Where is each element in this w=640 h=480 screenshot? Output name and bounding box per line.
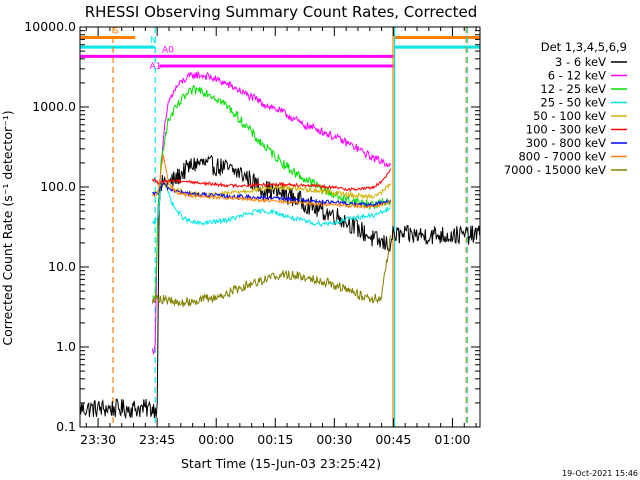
flag-dot [360,54,364,58]
series-line [151,70,392,356]
legend-entry: 800 - 7000 keV [518,150,606,164]
x-tick-label: 23:45 [139,432,175,447]
x-tick-label: 00:15 [257,432,293,447]
flag-label: A0 [162,45,174,55]
y-tick-label: 10000.0 [24,19,76,34]
date-stamp: 19-Oct-2021 15:46 [562,469,638,478]
x-tick-label: 23:30 [80,432,116,447]
x-tick-label: 00:30 [316,432,352,447]
flag-dot [380,54,384,58]
x-axis-label: Start Time (15-Jun-03 23:25:42) [181,456,381,471]
axis-ticks: 0.1 1.0 10.0 100.0 1000.0 10000.0 23:30 23:45 00… [24,19,480,447]
x-tick-label: 01:00 [434,432,470,447]
legend-entry: 25 - 50 keV [540,96,606,110]
plot-frame [79,26,481,428]
y-tick-label: 1.0 [56,339,76,354]
y-axis-label: Corrected Count Rate (s⁻¹ detector⁻¹) [0,110,15,345]
x-tick-label: 00:00 [198,432,234,447]
y-tick-label: 1000.0 [32,99,76,114]
series-layer [79,70,481,420]
legend-entry: 300 - 800 keV [526,136,606,150]
x-tick-label: 00:45 [375,432,411,447]
legend-entry: 3 - 6 keV [555,55,606,69]
flag-dot [309,54,313,58]
series-line [151,168,392,192]
series-line [79,155,481,420]
chart-title: RHESSI Observing Summary Count Rates, Co… [85,3,478,21]
legend-entry: 12 - 25 keV [540,82,606,96]
series-line [151,181,391,228]
legend-entry: 50 - 100 keV [533,109,606,123]
observing-flags: SNA0A1 [80,26,480,72]
flag-dot [285,54,289,58]
series-line [151,181,392,201]
y-tick-label: 0.1 [56,419,76,434]
flag-label: N [150,36,157,46]
legend-entry: 7000 - 15000 keV [504,163,606,177]
legend-entry: 100 - 300 keV [526,123,606,137]
legend-title: Det 1,3,4,5,6,9 [541,40,627,54]
y-tick-label: 10.0 [48,259,76,274]
flag-dot [324,54,328,58]
flag-label: S [113,26,119,36]
series-line [151,235,392,307]
series-line [152,154,392,210]
legend-entry: 6 - 12 keV [548,69,606,83]
y-tick-label: 100.0 [40,179,76,194]
flag-dot [344,54,348,58]
